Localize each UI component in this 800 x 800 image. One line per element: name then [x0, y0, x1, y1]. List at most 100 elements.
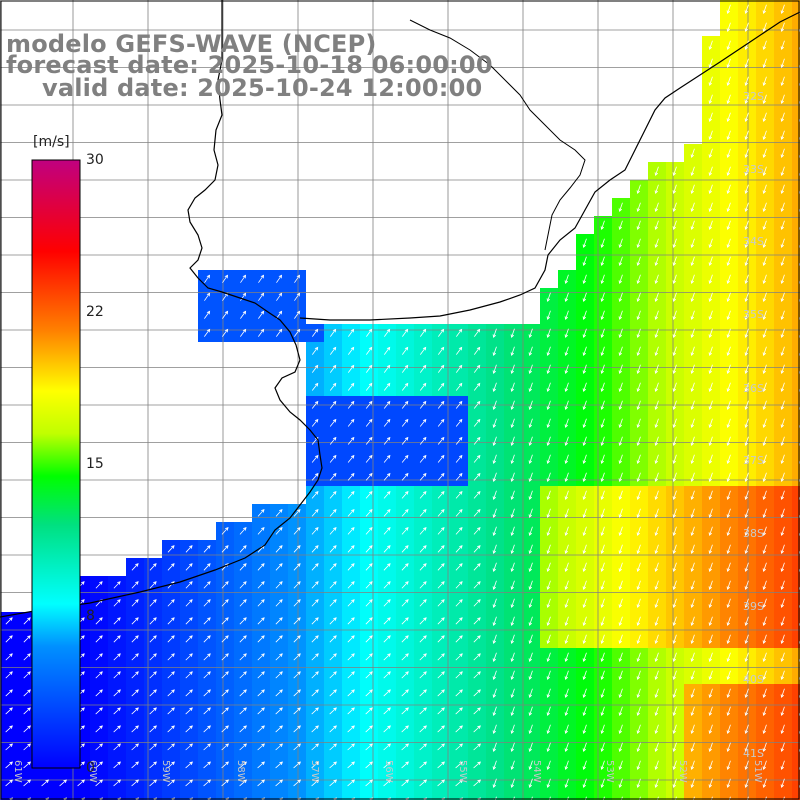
wind-arrow	[473, 635, 481, 643]
wind-arrow	[473, 346, 481, 355]
wind-arrow	[510, 526, 515, 537]
wind-arrow	[455, 346, 463, 355]
wind-arrow	[419, 707, 427, 715]
wind-cell	[666, 792, 684, 800]
wind-arrow	[582, 580, 587, 591]
lagoon-outline	[409, 19, 586, 251]
wind-arrow	[564, 418, 569, 429]
wind-arrow	[329, 418, 337, 427]
wind-arrow	[654, 292, 659, 303]
wind-arrow	[239, 527, 247, 535]
wind-arrow	[708, 310, 713, 321]
wind-arrow	[780, 184, 785, 195]
wind-arrow	[131, 779, 140, 787]
wind-arrow	[329, 346, 337, 355]
wind-arrow	[473, 454, 481, 463]
wind-cell	[792, 468, 800, 486]
wind-arrow	[365, 635, 373, 643]
wind-arrow	[582, 688, 587, 699]
wind-arrow	[492, 742, 497, 753]
wind-arrow	[728, 796, 731, 800]
wind-arrow	[654, 436, 659, 447]
wind-arrow	[95, 671, 103, 679]
wind-arrow	[780, 688, 785, 699]
wind-arrow	[636, 634, 641, 645]
wind-arrow	[744, 598, 749, 609]
wind-arrow	[203, 671, 211, 679]
wind-cell	[90, 792, 108, 800]
wind-arrow	[708, 400, 713, 411]
wind-arrow	[600, 580, 605, 591]
wind-arrow	[744, 562, 749, 573]
wind-arrow	[41, 779, 50, 787]
wind-arrow	[275, 707, 283, 715]
wind-arrow	[257, 635, 265, 643]
wind-arrow	[762, 4, 767, 15]
wind-cell	[198, 792, 216, 800]
wind-arrow	[564, 544, 569, 555]
wind-arrow	[528, 634, 533, 645]
wind-arrow	[780, 634, 785, 645]
wind-arrow	[528, 346, 533, 357]
wind-arrow	[708, 598, 713, 609]
wind-arrow	[23, 671, 31, 679]
wind-arrow	[672, 436, 677, 447]
wind-arrow	[419, 346, 427, 355]
wind-cell	[792, 594, 800, 612]
wind-arrow	[347, 653, 355, 661]
wind-arrow	[690, 328, 695, 339]
wind-arrow	[401, 472, 409, 481]
wind-arrow	[401, 707, 409, 715]
wind-arrow	[473, 364, 481, 373]
wind-arrow	[636, 670, 641, 681]
wind-arrow	[347, 454, 355, 463]
wind-arrow	[744, 112, 749, 123]
wind-arrow	[690, 436, 695, 447]
wind-arrow	[185, 545, 193, 553]
lon-label: 52W	[677, 760, 688, 783]
lon-label: 57W	[309, 760, 320, 783]
wind-arrow	[311, 382, 319, 391]
wind-arrow	[383, 508, 391, 517]
wind-arrow	[221, 725, 229, 733]
wind-arrow	[185, 725, 193, 733]
wind-arrow	[708, 652, 713, 663]
wind-arrow	[618, 472, 623, 483]
wind-arrow	[293, 725, 301, 733]
wind-arrow	[149, 653, 157, 661]
wind-arrow	[167, 689, 175, 697]
wind-arrow	[654, 346, 659, 357]
wind-arrow	[708, 544, 713, 555]
wind-arrow	[708, 526, 713, 537]
wind-arrow	[437, 545, 445, 553]
wind-arrow	[419, 563, 427, 571]
wind-cell	[360, 792, 378, 800]
wind-arrow	[618, 706, 623, 717]
wind-arrow	[293, 617, 301, 625]
wind-arrow	[548, 796, 551, 800]
wind-arrow	[744, 40, 749, 51]
wind-arrow	[257, 707, 265, 715]
wind-arrow	[582, 526, 587, 537]
wind-arrow	[510, 778, 515, 789]
wind-arrow	[365, 725, 373, 733]
wind-arrow	[654, 184, 659, 195]
wind-arrow	[654, 526, 659, 537]
wind-arrow	[257, 743, 265, 751]
wind-arrow	[726, 148, 731, 159]
wind-arrows	[5, 4, 800, 800]
wind-arrow	[347, 364, 355, 373]
wind-arrow	[131, 581, 139, 589]
wind-arrow	[672, 724, 677, 735]
wind-arrow	[347, 545, 355, 553]
wind-arrow	[762, 436, 767, 447]
wind-arrow	[384, 328, 391, 337]
wind-arrow	[437, 472, 445, 481]
wind-arrow	[762, 364, 767, 375]
wind-arrow	[690, 508, 695, 519]
wind-arrow	[600, 544, 605, 555]
wind-arrow	[654, 418, 659, 429]
wind-arrow	[726, 202, 731, 213]
wind-arrow	[167, 599, 175, 607]
